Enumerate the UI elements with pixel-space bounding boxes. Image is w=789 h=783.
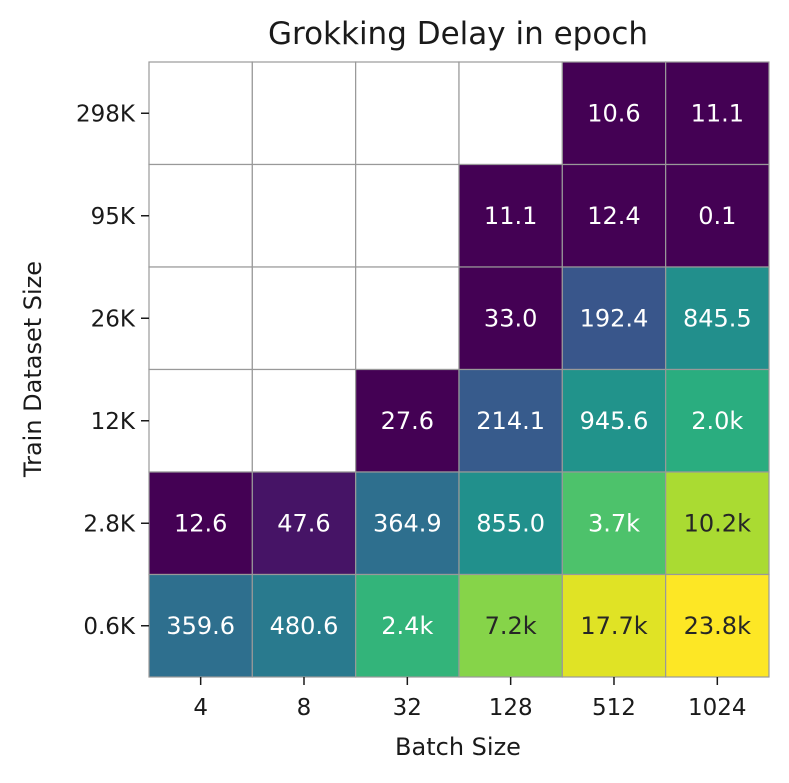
cell-value-label: 27.6 bbox=[381, 407, 434, 435]
cell-value-label: 7.2k bbox=[485, 612, 537, 640]
heatmap-cell bbox=[665, 61, 770, 166]
heatmap-cell bbox=[148, 61, 253, 166]
heatmap-cell bbox=[355, 61, 460, 166]
heatmap-cell bbox=[665, 573, 770, 678]
x-tick-label: 32 bbox=[393, 695, 422, 721]
heatmap-cell bbox=[665, 266, 770, 371]
x-tick-label: 128 bbox=[489, 695, 533, 721]
heatmap-cell bbox=[355, 163, 460, 268]
x-tick-label: 1024 bbox=[688, 695, 747, 721]
heatmap-cell bbox=[458, 368, 563, 473]
y-tick-label: 0.6K bbox=[83, 614, 136, 640]
x-tick-label: 8 bbox=[297, 695, 312, 721]
y-tick-label: 12K bbox=[91, 409, 136, 435]
heatmap-cell bbox=[665, 471, 770, 576]
cell-value-label: 17.7k bbox=[580, 612, 647, 640]
heatmap-cell bbox=[665, 368, 770, 473]
y-tick-label: 2.8K bbox=[83, 511, 136, 537]
x-axis-label: Batch Size bbox=[395, 733, 521, 761]
cell-value-label: 47.6 bbox=[277, 509, 330, 537]
cell-value-label: 3.7k bbox=[588, 509, 640, 537]
y-tick-label: 95K bbox=[91, 204, 136, 230]
cell-value-label: 23.8k bbox=[684, 612, 751, 640]
cell-value-label: 214.1 bbox=[476, 407, 545, 435]
heatmap-cell bbox=[458, 163, 563, 268]
cell-value-label: 855.0 bbox=[476, 509, 545, 537]
heatmap-cell bbox=[355, 266, 460, 371]
heatmap-cell bbox=[458, 471, 563, 576]
heatmap-cell bbox=[251, 471, 357, 576]
y-tick-label: 26K bbox=[91, 306, 136, 332]
heatmap-cells bbox=[148, 61, 770, 678]
heatmap-cell bbox=[148, 266, 253, 371]
heatmap-cell-labels: 10.6 11.1 11.1 12.4 0.1 33.0 192.4 845.5 27.6 214… bbox=[166, 99, 751, 640]
cell-value-label: 480.6 bbox=[270, 612, 339, 640]
cell-value-label: 2.0k bbox=[691, 407, 743, 435]
cell-value-label: 359.6 bbox=[166, 612, 235, 640]
heatmap-cell bbox=[251, 368, 357, 473]
heatmap-cell bbox=[561, 573, 667, 678]
chart-title: Grokking Delay in epoch bbox=[268, 16, 648, 52]
heatmap-cell bbox=[148, 163, 253, 268]
heatmap-cell bbox=[148, 573, 253, 678]
cell-value-label: 0.1 bbox=[698, 202, 736, 230]
heatmap-cell bbox=[148, 471, 253, 576]
heatmap-cell bbox=[458, 266, 563, 371]
y-axis-label: Train Dataset Size bbox=[19, 261, 47, 478]
cell-value-label: 11.1 bbox=[691, 99, 744, 127]
cell-value-label: 33.0 bbox=[484, 304, 537, 332]
cell-value-label: 945.6 bbox=[580, 407, 649, 435]
cell-value-label: 11.1 bbox=[484, 202, 537, 230]
cell-value-label: 10.2k bbox=[684, 509, 751, 537]
y-tick-label: 298K bbox=[76, 101, 136, 127]
heatmap-cell bbox=[561, 61, 667, 166]
cell-value-label: 845.5 bbox=[683, 304, 752, 332]
heatmap-cell bbox=[665, 163, 770, 268]
heatmap-cell bbox=[251, 61, 357, 166]
heatmap-cell bbox=[148, 368, 253, 473]
cell-value-label: 364.9 bbox=[373, 509, 442, 537]
heatmap-cell bbox=[561, 471, 667, 576]
heatmap-cell bbox=[561, 163, 667, 268]
heatmap-cell bbox=[355, 573, 460, 678]
heatmap-cell bbox=[251, 573, 357, 678]
x-tick-label: 512 bbox=[592, 695, 636, 721]
cell-value-label: 12.4 bbox=[587, 202, 640, 230]
cell-value-label: 2.4k bbox=[381, 612, 433, 640]
cell-value-label: 192.4 bbox=[580, 304, 649, 332]
heatmap-cell bbox=[458, 573, 563, 678]
heatmap-cell bbox=[458, 61, 563, 166]
heatmap-cell bbox=[251, 163, 357, 268]
axis-ticks: 298K 95K 26K 12K 2.8K 0.6K 4 8 32 128 512 1024 bbox=[76, 101, 747, 721]
x-tick-label: 4 bbox=[193, 695, 208, 721]
cell-value-label: 12.6 bbox=[174, 509, 227, 537]
heatmap-cell bbox=[251, 266, 357, 371]
cell-value-label: 10.6 bbox=[587, 99, 640, 127]
